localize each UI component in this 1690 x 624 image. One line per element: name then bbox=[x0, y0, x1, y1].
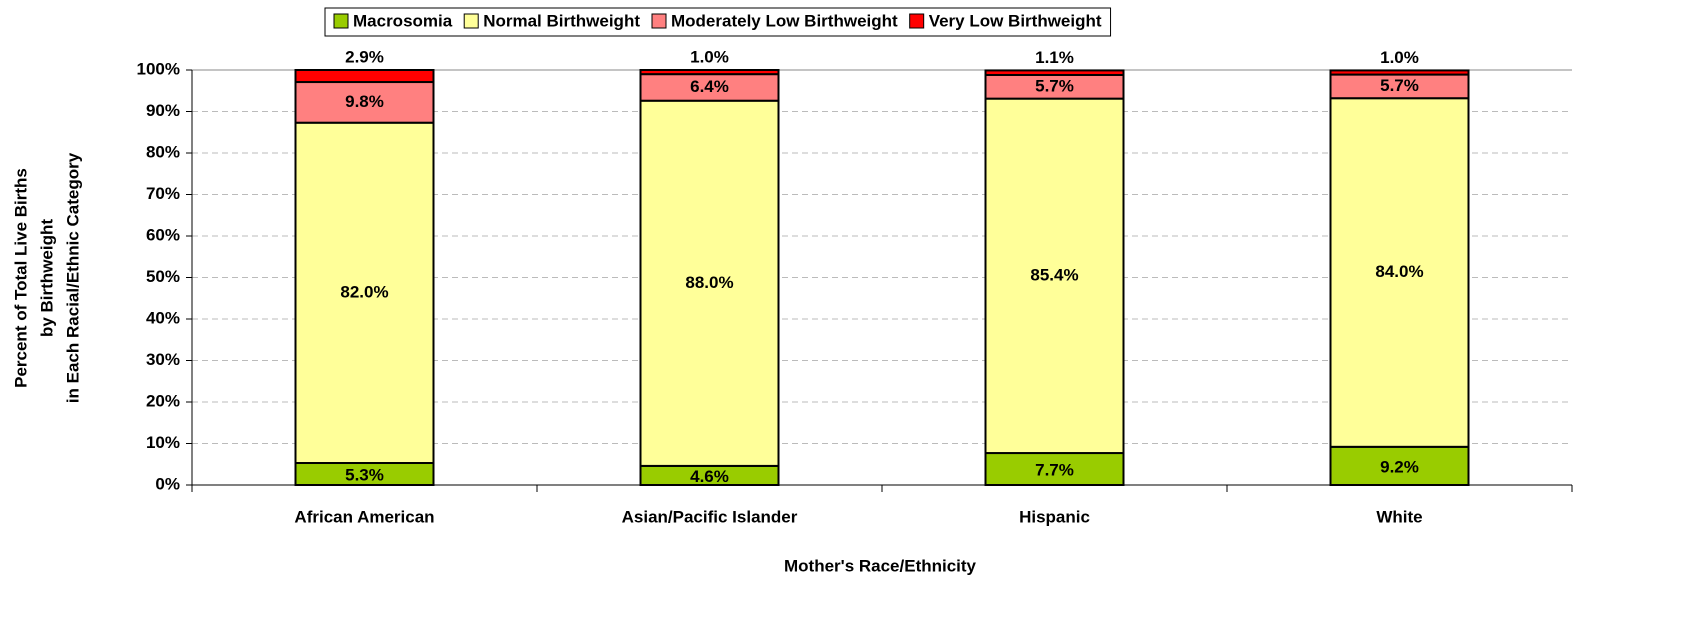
bar-segment bbox=[984, 452, 1125, 487]
data-label: 1.0% bbox=[690, 47, 729, 66]
data-label: 5.3% bbox=[345, 465, 384, 484]
y-tick-label: 80% bbox=[146, 142, 180, 161]
data-label: 1.1% bbox=[1035, 48, 1074, 67]
data-label: 9.8% bbox=[345, 92, 384, 111]
data-label: 82.0% bbox=[340, 282, 388, 301]
bar-segment bbox=[294, 121, 435, 465]
legend-label: Macrosomia bbox=[353, 11, 453, 30]
legend-swatch bbox=[651, 13, 667, 29]
legend-label: Very Low Birthweight bbox=[929, 11, 1102, 30]
data-label: 85.4% bbox=[1030, 265, 1078, 284]
x-tick-label: Hispanic bbox=[1019, 507, 1090, 526]
legend-swatch bbox=[909, 13, 925, 29]
legend-label: Normal Birthweight bbox=[483, 11, 640, 30]
y-tick-label: 50% bbox=[146, 267, 180, 286]
bar-segment bbox=[639, 99, 780, 467]
x-axis-title: Mother's Race/Ethnicity bbox=[784, 556, 977, 575]
x-tick-label: Asian/Pacific Islander bbox=[622, 507, 798, 526]
y-axis-title: by Birthweight bbox=[37, 219, 56, 337]
data-label: 84.0% bbox=[1375, 262, 1423, 281]
legend-box bbox=[324, 7, 1112, 37]
data-label: 5.7% bbox=[1380, 76, 1419, 95]
bar-segment bbox=[984, 97, 1125, 455]
legend: Macrosomia Normal Birthweight Moderately L… bbox=[324, 7, 1112, 37]
y-tick-label: 100% bbox=[137, 59, 180, 78]
y-axis-title: Percent of Total Live Births bbox=[11, 168, 30, 388]
data-label: 7.7% bbox=[1035, 461, 1074, 480]
y-tick-label: 30% bbox=[146, 350, 180, 369]
data-label: 5.7% bbox=[1035, 76, 1074, 95]
y-tick-label: 40% bbox=[146, 308, 180, 327]
data-label: 9.2% bbox=[1380, 457, 1419, 476]
bar-segment bbox=[639, 69, 780, 76]
y-tick-label: 70% bbox=[146, 184, 180, 203]
bar-segment bbox=[984, 69, 1125, 76]
legend-swatch bbox=[463, 13, 479, 29]
y-axis-title: in Each Racial/Ethnic Category bbox=[63, 152, 82, 403]
bar-segment bbox=[1329, 445, 1470, 487]
data-label: 2.9% bbox=[345, 47, 384, 66]
x-tick-label: African American bbox=[294, 507, 434, 526]
data-label: 88.0% bbox=[685, 273, 733, 292]
data-label: 6.4% bbox=[690, 77, 729, 96]
y-tick-label: 20% bbox=[146, 391, 180, 410]
data-label: 1.0% bbox=[1380, 48, 1419, 67]
bar-segment bbox=[294, 81, 435, 124]
bar-segment bbox=[1329, 69, 1470, 76]
bar-segment bbox=[294, 69, 435, 84]
y-tick-label: 0% bbox=[155, 474, 180, 493]
y-tick-label: 90% bbox=[146, 101, 180, 120]
legend-label: Moderately Low Birthweight bbox=[671, 11, 898, 30]
data-label: 4.6% bbox=[690, 467, 729, 486]
y-tick-label: 10% bbox=[146, 433, 180, 452]
y-tick-label: 60% bbox=[146, 225, 180, 244]
legend-swatch bbox=[333, 13, 349, 29]
x-tick-label: White bbox=[1376, 507, 1422, 526]
bar-segment bbox=[639, 73, 780, 102]
